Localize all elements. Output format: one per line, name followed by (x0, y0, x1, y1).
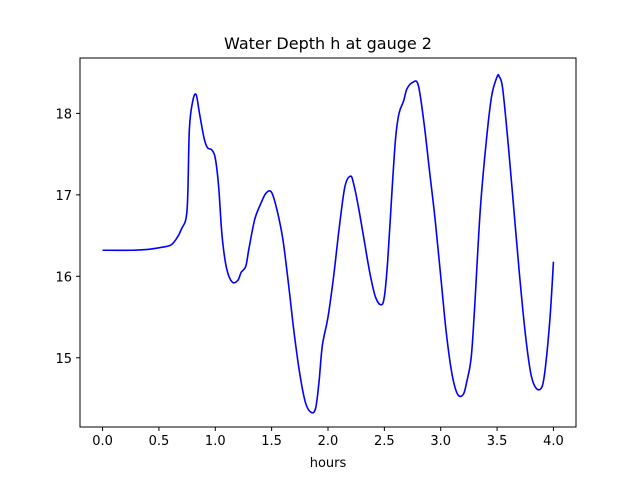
x-tick-label: 1.5 (261, 434, 282, 449)
x-tick-label: 2.5 (374, 434, 395, 449)
x-axis: 0.0 0.5 1.0 1.5 2.0 2.5 3.0 3.5 4.0 (92, 427, 564, 449)
x-tick-label: 3.5 (487, 434, 508, 449)
series-line (102, 73, 555, 414)
y-axis: 15 16 17 18 (55, 107, 80, 367)
x-tick-label: 0.5 (149, 434, 170, 449)
plot-area-frame (79, 57, 577, 428)
x-tick-label: 4.0 (543, 434, 564, 449)
x-tick-label: 0.0 (92, 434, 113, 449)
chart-title: Water Depth h at gauge 2 (224, 34, 432, 53)
x-tick-label: 3.0 (430, 434, 451, 449)
y-tick-label: 16 (55, 270, 72, 285)
y-tick-label: 18 (55, 107, 72, 122)
y-tick-label: 15 (55, 352, 72, 367)
series-layer (102, 73, 555, 414)
x-tick-label: 2.0 (318, 434, 339, 449)
x-tick-label: 1.0 (205, 434, 226, 449)
x-axis-label: hours (310, 456, 347, 471)
y-tick-label: 17 (55, 189, 72, 204)
